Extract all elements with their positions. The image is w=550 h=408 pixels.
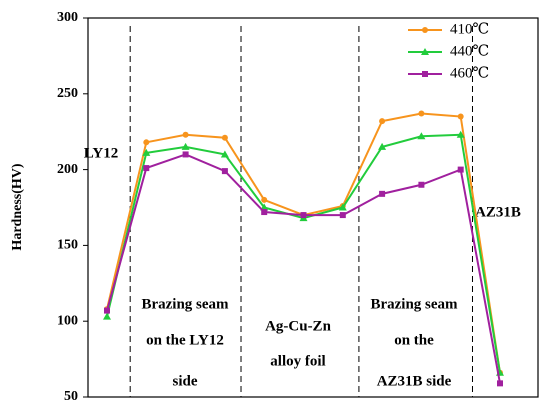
- point: [182, 151, 189, 158]
- region-label: Brazing seam: [141, 296, 229, 312]
- point: [104, 307, 110, 314]
- point: [417, 132, 426, 140]
- point: [418, 110, 425, 117]
- point: [181, 142, 190, 150]
- plot-frame: [87, 17, 539, 398]
- point: [261, 196, 268, 203]
- point: [300, 212, 307, 219]
- y-axis-label: Hardness(HV): [10, 163, 25, 250]
- point: [143, 165, 150, 172]
- region-label: AZ31B side: [377, 373, 452, 389]
- point: [103, 312, 111, 320]
- y-tick-label: 250: [57, 86, 78, 101]
- region-label: on the: [394, 332, 434, 348]
- legend-marker: [422, 71, 428, 77]
- legend-label: 410℃: [450, 21, 489, 37]
- annotation: AZ31B: [475, 204, 521, 220]
- point: [457, 113, 464, 120]
- point: [456, 130, 465, 138]
- y-tick-label: 200: [57, 162, 78, 177]
- point: [261, 209, 268, 216]
- legend-marker: [422, 27, 428, 33]
- point: [221, 134, 228, 141]
- legend-label: 460℃: [450, 65, 489, 81]
- point: [220, 150, 229, 158]
- region-label: alloy foil: [270, 353, 325, 369]
- point: [379, 118, 386, 125]
- point: [142, 148, 151, 156]
- point: [457, 166, 464, 173]
- point: [339, 212, 346, 219]
- y-tick-label: 100: [57, 313, 78, 328]
- y-tick-label: 300: [57, 10, 78, 25]
- point: [338, 203, 347, 211]
- point: [378, 142, 387, 150]
- point: [418, 181, 425, 188]
- annotation: LY12: [84, 145, 118, 161]
- legend-label: 440℃: [450, 43, 489, 59]
- point: [221, 168, 228, 175]
- series-line: [106, 153, 501, 384]
- region-label: on the LY12: [146, 332, 224, 348]
- region-label: Ag-Cu-Zn: [265, 318, 332, 334]
- region-label: side: [172, 373, 197, 389]
- y-tick-label: 150: [57, 238, 78, 253]
- point: [143, 139, 150, 146]
- legend-marker: [421, 48, 429, 55]
- region-label: Brazing seam: [370, 296, 458, 312]
- point: [182, 131, 189, 138]
- point: [497, 380, 503, 387]
- y-tick-label: 50: [64, 389, 78, 404]
- point: [379, 190, 386, 197]
